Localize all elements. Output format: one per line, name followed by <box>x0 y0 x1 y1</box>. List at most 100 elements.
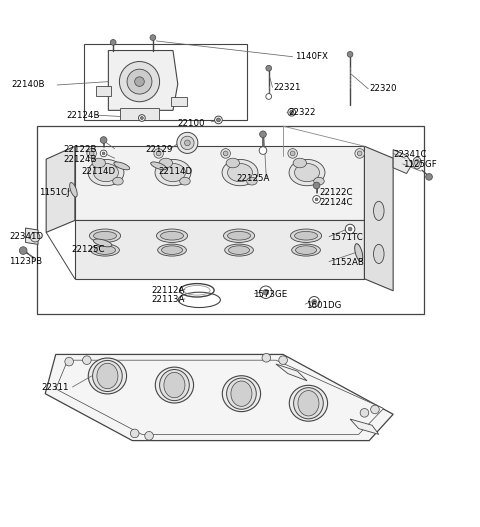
Polygon shape <box>120 108 158 120</box>
Text: 22140B: 22140B <box>11 81 45 90</box>
Text: 1125GF: 1125GF <box>403 160 436 169</box>
Circle shape <box>135 77 144 86</box>
Circle shape <box>110 40 116 45</box>
Text: 22114D: 22114D <box>81 167 115 175</box>
Ellipse shape <box>88 159 124 186</box>
Ellipse shape <box>89 229 120 242</box>
Ellipse shape <box>156 367 193 403</box>
Ellipse shape <box>155 159 191 186</box>
Ellipse shape <box>413 157 421 169</box>
Circle shape <box>223 151 228 156</box>
Ellipse shape <box>180 178 190 185</box>
Circle shape <box>215 116 222 124</box>
Ellipse shape <box>355 243 363 261</box>
Circle shape <box>141 116 144 120</box>
Ellipse shape <box>225 244 253 256</box>
Polygon shape <box>96 86 111 96</box>
Polygon shape <box>45 355 393 441</box>
Polygon shape <box>25 228 38 245</box>
Ellipse shape <box>226 158 240 168</box>
Circle shape <box>145 432 154 440</box>
Ellipse shape <box>415 159 420 167</box>
Text: 22321: 22321 <box>274 83 301 92</box>
Text: 22341D: 22341D <box>9 232 43 241</box>
Text: 22125A: 22125A <box>236 174 270 183</box>
Text: 1601DG: 1601DG <box>306 300 341 310</box>
Ellipse shape <box>298 391 319 416</box>
Circle shape <box>83 356 91 365</box>
Ellipse shape <box>228 246 250 255</box>
Circle shape <box>360 408 369 417</box>
Circle shape <box>279 356 288 365</box>
Circle shape <box>180 136 194 150</box>
Polygon shape <box>56 360 384 434</box>
Ellipse shape <box>373 245 384 264</box>
Circle shape <box>216 118 220 122</box>
Circle shape <box>221 149 230 158</box>
Ellipse shape <box>91 244 120 256</box>
Circle shape <box>288 149 298 158</box>
Circle shape <box>131 429 139 438</box>
Circle shape <box>139 115 145 121</box>
Ellipse shape <box>88 358 127 394</box>
Circle shape <box>19 247 27 255</box>
Bar <box>84 44 247 120</box>
Ellipse shape <box>222 376 261 412</box>
Ellipse shape <box>156 229 188 242</box>
Circle shape <box>288 109 296 116</box>
Ellipse shape <box>292 244 321 256</box>
Circle shape <box>87 149 96 158</box>
Circle shape <box>259 147 267 154</box>
Ellipse shape <box>247 178 257 185</box>
Ellipse shape <box>93 239 112 247</box>
Ellipse shape <box>314 178 324 185</box>
Ellipse shape <box>93 360 122 392</box>
Polygon shape <box>108 51 178 110</box>
Polygon shape <box>75 146 364 220</box>
Ellipse shape <box>294 388 323 419</box>
Circle shape <box>313 196 321 203</box>
Circle shape <box>100 150 107 157</box>
Circle shape <box>102 152 105 155</box>
Circle shape <box>312 299 317 304</box>
Text: 1123PB: 1123PB <box>9 257 42 266</box>
Ellipse shape <box>289 385 327 421</box>
Text: 22341C: 22341C <box>393 150 427 159</box>
Ellipse shape <box>113 178 123 185</box>
Ellipse shape <box>160 163 185 182</box>
Polygon shape <box>170 97 187 105</box>
Circle shape <box>100 136 107 143</box>
Text: 22114D: 22114D <box>158 167 193 175</box>
Circle shape <box>347 52 353 57</box>
Ellipse shape <box>70 182 77 197</box>
Circle shape <box>313 182 320 189</box>
Ellipse shape <box>293 158 307 168</box>
Text: 22129: 22129 <box>145 145 173 154</box>
Ellipse shape <box>157 244 186 256</box>
Ellipse shape <box>161 246 182 255</box>
Ellipse shape <box>231 381 252 406</box>
Ellipse shape <box>159 369 189 401</box>
Circle shape <box>127 69 152 94</box>
Ellipse shape <box>227 378 256 409</box>
Text: 22100: 22100 <box>178 119 205 128</box>
Ellipse shape <box>160 231 183 240</box>
Ellipse shape <box>94 163 119 182</box>
Ellipse shape <box>228 163 252 182</box>
Text: 22122B: 22122B <box>63 145 96 154</box>
Text: 22320: 22320 <box>369 84 397 93</box>
Ellipse shape <box>224 229 254 242</box>
Circle shape <box>263 289 269 295</box>
Circle shape <box>315 198 318 201</box>
Circle shape <box>89 151 94 156</box>
Polygon shape <box>276 364 307 381</box>
Circle shape <box>177 132 198 153</box>
Text: 22125C: 22125C <box>72 245 105 253</box>
Text: 1571TC: 1571TC <box>330 233 363 242</box>
Text: 1140FX: 1140FX <box>295 52 328 61</box>
Text: 22122C: 22122C <box>319 188 352 197</box>
Bar <box>36 126 424 314</box>
Ellipse shape <box>159 158 172 168</box>
Circle shape <box>371 405 379 414</box>
Circle shape <box>260 131 266 138</box>
